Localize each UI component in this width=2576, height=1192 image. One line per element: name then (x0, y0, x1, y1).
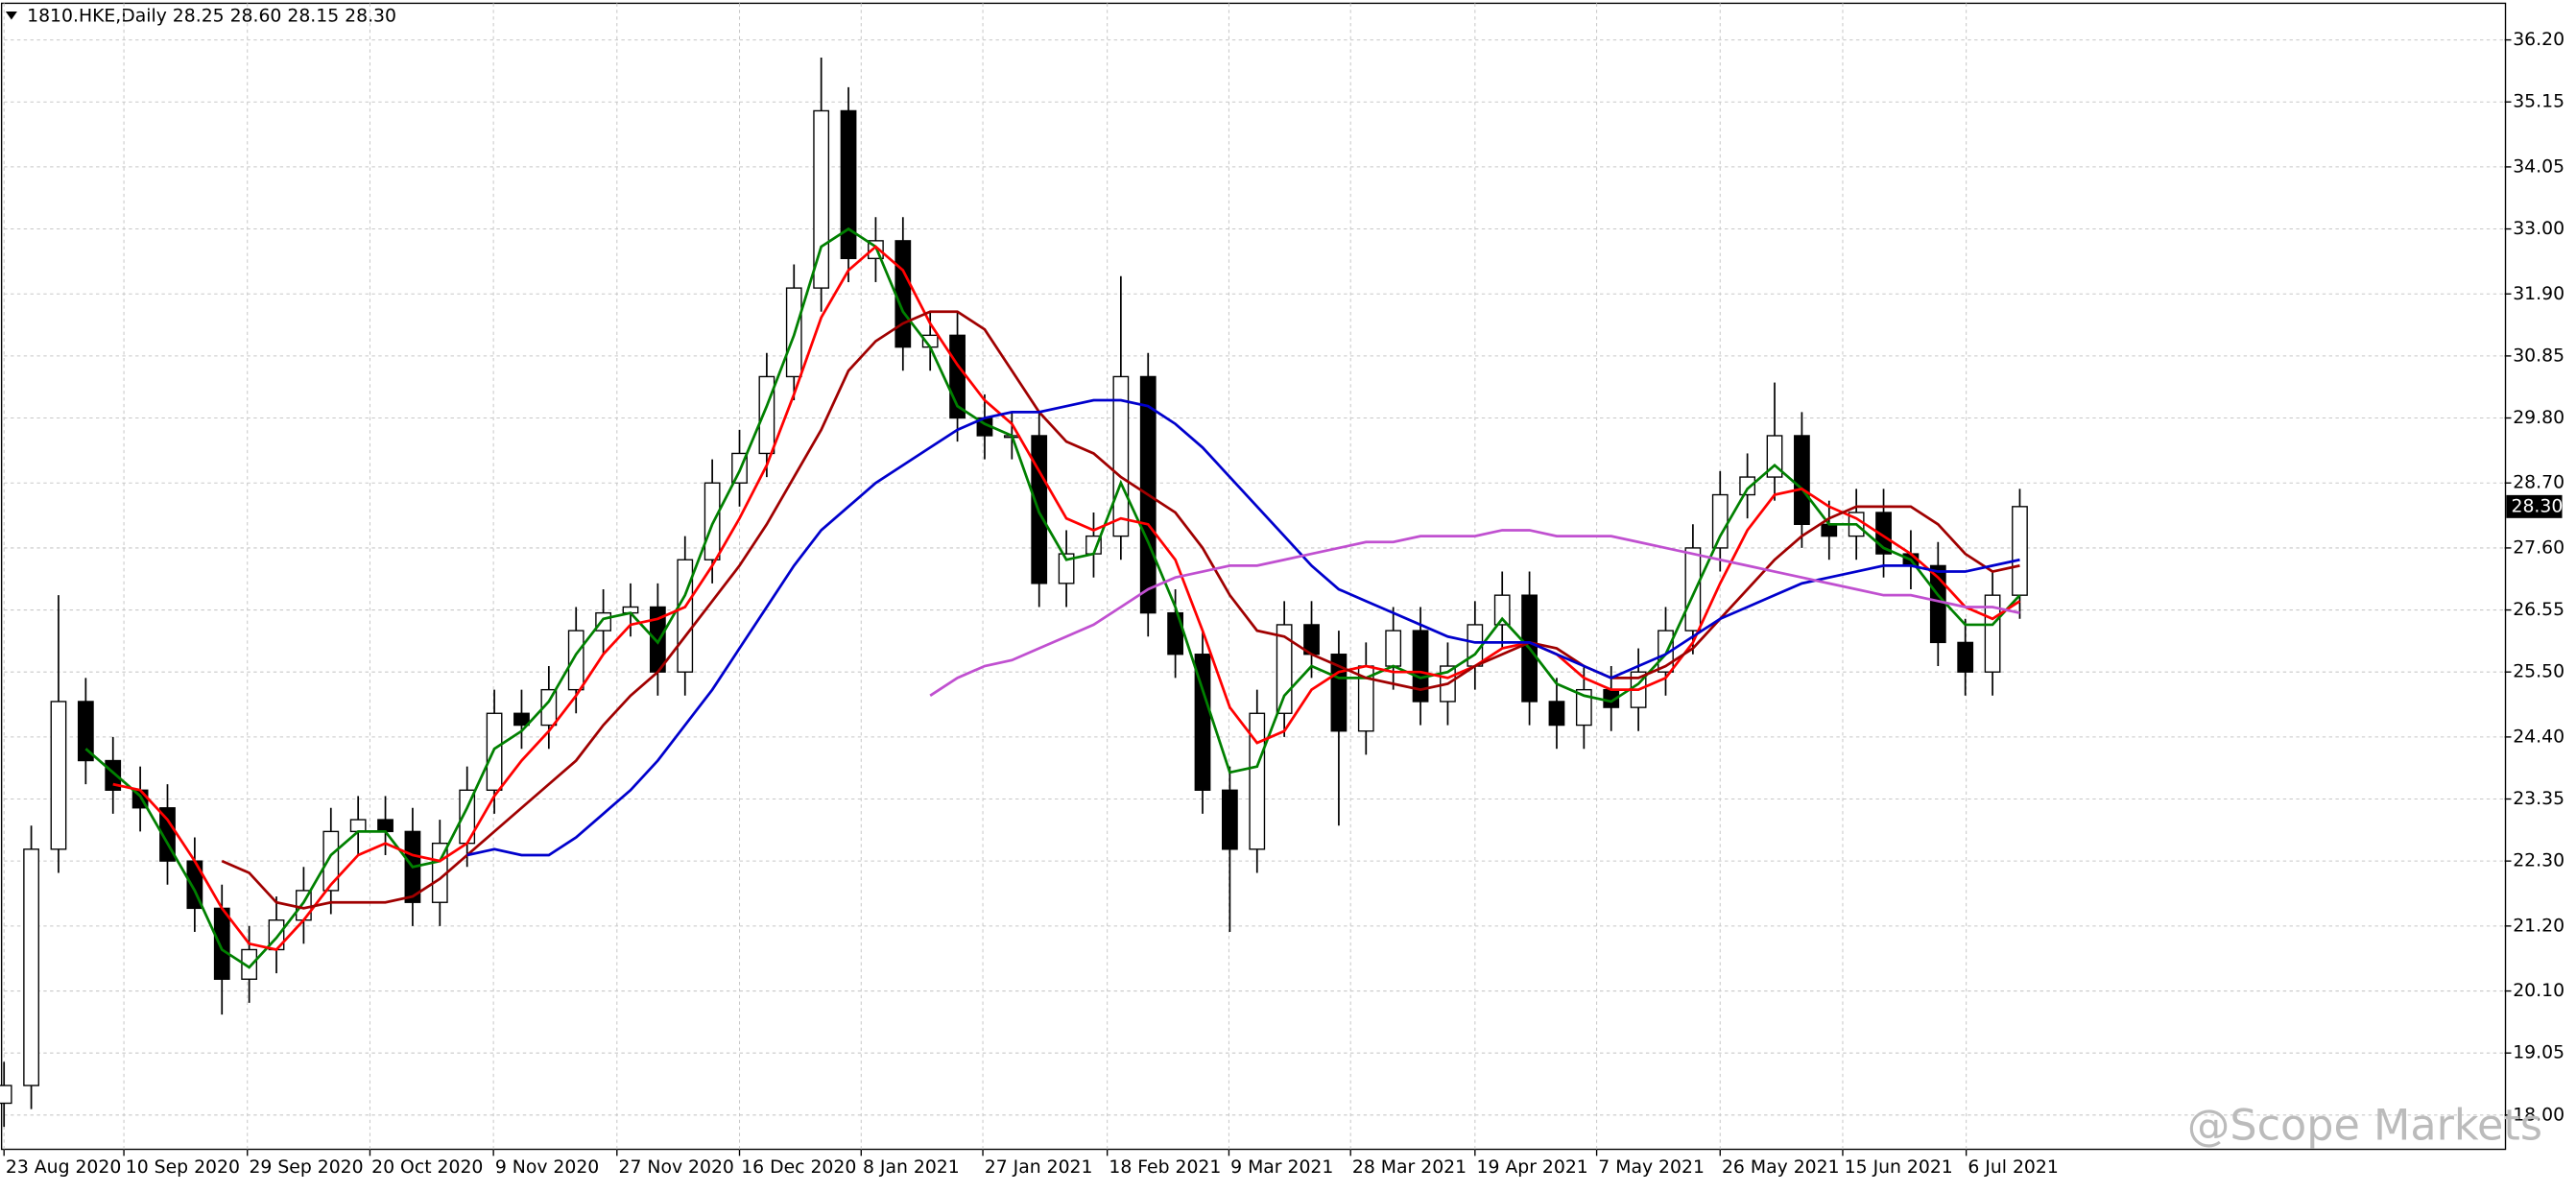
candle-body (241, 948, 258, 980)
y-tick-label: 26.55 (2513, 600, 2564, 620)
x-tick-label: 18 Feb 2021 (1109, 1157, 1221, 1178)
y-tick-label: 18.00 (2513, 1105, 2564, 1125)
x-tick-label: 9 Mar 2021 (1230, 1157, 1333, 1178)
y-tick-label: 33.00 (2513, 219, 2564, 239)
x-tick-label: 27 Jan 2021 (985, 1157, 1093, 1178)
candle-body (1493, 594, 1511, 626)
x-tick-label: 15 Jun 2021 (1845, 1157, 1953, 1178)
marks (0, 58, 2028, 1128)
x-tick-label: 16 Dec 2020 (741, 1157, 856, 1178)
candle-body (1794, 435, 1810, 525)
candle-body (1739, 476, 1756, 496)
moving-average-line (84, 226, 2021, 969)
candle-body (322, 830, 340, 892)
x-tick-label: 28 Mar 2021 (1352, 1157, 1467, 1178)
candle-body (1711, 493, 1729, 549)
y-tick-label: 19.05 (2513, 1043, 2564, 1063)
moving-average-line (466, 398, 2020, 857)
candle-body (540, 688, 558, 727)
y-tick-label: 28.70 (2513, 473, 2564, 493)
x-tick-label: 26 May 2021 (1722, 1157, 1840, 1178)
y-tick-label: 21.20 (2513, 916, 2564, 936)
y-tick-label: 34.05 (2513, 156, 2564, 177)
candle-body (758, 375, 775, 455)
candle-body (2012, 506, 2028, 596)
y-tick-label: 30.85 (2513, 346, 2564, 366)
x-tick-label: 20 Oct 2020 (371, 1157, 483, 1178)
candle-body (1548, 701, 1565, 727)
candle-body (513, 712, 530, 727)
y-tick-label: 35.15 (2513, 92, 2564, 112)
x-tick-label: 19 Apr 2021 (1477, 1157, 1588, 1178)
x-tick-label: 6 Jul 2021 (1968, 1157, 2058, 1178)
moving-average-line (929, 529, 2020, 697)
candle-body (50, 701, 67, 850)
x-tick-label: 9 Nov 2020 (495, 1157, 599, 1178)
labels: 36.20 35.15 34.05 33.00 31.90 30.85 29.80 28.70… (6, 30, 2564, 1178)
y-tick-label: 36.20 (2513, 30, 2564, 50)
candle-body (1222, 789, 1238, 850)
candle-body (1821, 523, 1838, 537)
watermark: @Scope Markets (2187, 1101, 2542, 1150)
candle-body (1249, 712, 1266, 850)
moving-average-line (112, 245, 2021, 951)
candle-body (213, 907, 230, 980)
candle-body (377, 819, 394, 833)
candle-body (894, 240, 912, 348)
y-tick-label: 27.60 (2513, 537, 2564, 558)
candle-body (567, 630, 584, 691)
candle-body (23, 848, 39, 1086)
x-tick-label: 27 Nov 2020 (619, 1157, 734, 1178)
candle-body (677, 559, 694, 673)
header-text: 1810.HKE,Daily 28.25 28.60 28.15 28.30 (27, 7, 396, 27)
candle-body (349, 819, 367, 833)
x-tick-label: 29 Sep 2020 (249, 1157, 363, 1178)
y-tick-label: 24.40 (2513, 727, 2564, 747)
y-tick-label: 31.90 (2513, 284, 2564, 304)
candle-body (0, 1085, 12, 1105)
candle-body (1194, 654, 1211, 791)
x-tick-label: 10 Sep 2020 (126, 1157, 240, 1178)
grid (3, 3, 2512, 1156)
candle-body (1058, 553, 1075, 584)
candle-body (1385, 630, 1402, 667)
candle-body (1957, 641, 1974, 673)
candle-body (1412, 630, 1429, 703)
last-price-box (2506, 494, 2563, 518)
x-tick-label: 23 Aug 2020 (6, 1157, 121, 1178)
candle-body (704, 482, 721, 560)
y-tick-label: 29.80 (2513, 408, 2564, 428)
candle-body (1112, 375, 1130, 537)
last-price-label: 28.30 (2512, 496, 2564, 516)
candle-body (1684, 547, 1702, 632)
candle-body (595, 611, 611, 632)
y-tick-label: 25.50 (2513, 662, 2564, 682)
y-tick-label: 20.10 (2513, 981, 2564, 1001)
y-tick-label: 22.30 (2513, 851, 2564, 871)
candle-body (77, 701, 94, 762)
x-tick-label: 8 Jan 2021 (863, 1157, 960, 1178)
plot-frame (0, 2, 2507, 1151)
menu-triangle[interactable] (5, 11, 17, 20)
candle-body (1984, 594, 2001, 673)
candle-body (840, 109, 857, 260)
x-tick-label: 7 May 2021 (1598, 1157, 1705, 1178)
y-tick-label: 23.35 (2513, 789, 2564, 809)
candle-body (1575, 688, 1592, 727)
